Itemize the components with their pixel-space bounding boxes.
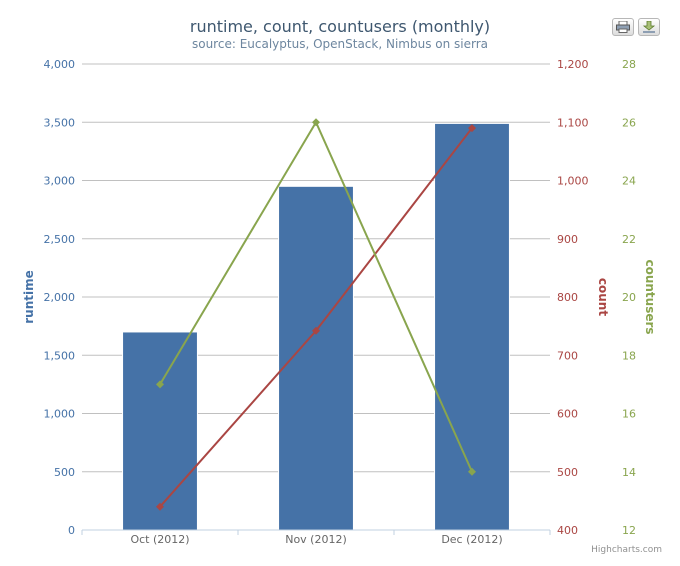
data-point xyxy=(312,326,320,335)
credits-text[interactable]: Highcharts.com xyxy=(591,545,662,555)
y-axis-countusers-tick-label: 18 xyxy=(622,349,636,362)
y-axis-count-tick-label: 800 xyxy=(557,291,578,304)
y-axis-count-tick-label: 500 xyxy=(557,466,578,479)
y-axis-right-title-count: count xyxy=(596,278,610,316)
y-axis-count-tick-label: 600 xyxy=(557,408,578,421)
y-axis-left-tick-label: 1,500 xyxy=(44,349,76,362)
data-point xyxy=(312,118,320,127)
bar xyxy=(278,185,354,531)
y-axis-left-tick-label: 2,500 xyxy=(44,233,76,246)
y-axis-countusers-tick-label: 26 xyxy=(622,116,636,129)
y-axis-left-tick-label: 4,000 xyxy=(44,58,76,71)
print-button[interactable] xyxy=(612,18,634,36)
x-axis-tick-label: Oct (2012) xyxy=(130,533,189,546)
export-button[interactable] xyxy=(638,18,660,36)
data-point xyxy=(468,467,476,476)
y-axis-left-tick-label: 0 xyxy=(68,524,75,537)
y-axis-count-tick-label: 400 xyxy=(557,524,578,537)
y-axis-countusers-tick-label: 20 xyxy=(622,291,636,304)
chart-subtitle: source: Eucalyptus, OpenStack, Nimbus on… xyxy=(192,37,488,51)
y-axis-countusers-tick-label: 12 xyxy=(622,524,636,537)
data-point xyxy=(156,502,164,511)
x-axis-tick-label: Dec (2012) xyxy=(441,533,502,546)
data-point xyxy=(468,124,476,133)
y-axis-count-tick-label: 1,200 xyxy=(557,58,589,71)
bar xyxy=(434,122,510,531)
y-axis-left-tick-label: 1,000 xyxy=(44,408,76,421)
y-axis-left-tick-label: 2,000 xyxy=(44,291,76,304)
y-axis-count-tick-label: 1,000 xyxy=(557,175,589,188)
y-axis-right-title-countusers: countusers xyxy=(643,259,657,334)
x-axis-tick-label: Nov (2012) xyxy=(285,533,347,546)
y-axis-count-tick-label: 700 xyxy=(557,349,578,362)
y-axis-count-tick-label: 1,100 xyxy=(557,116,589,129)
download-icon xyxy=(642,21,656,33)
data-point xyxy=(156,380,164,389)
axes: 0 500 1,000 1,500 2,000 2,500 3,000 3,500 4,000 4… xyxy=(44,58,637,546)
y-axis-left-tick-label: 3,000 xyxy=(44,175,76,188)
y-axis-count-tick-label: 900 xyxy=(557,233,578,246)
y-axis-countusers-tick-label: 16 xyxy=(622,408,636,421)
bar-series xyxy=(122,122,510,531)
y-axis-countusers-tick-label: 24 xyxy=(622,175,636,188)
bar xyxy=(122,331,198,531)
printer-icon xyxy=(616,21,630,33)
line-series xyxy=(156,118,476,511)
y-axis-countusers-tick-label: 22 xyxy=(622,233,636,246)
y-axis-left-title: runtime xyxy=(22,270,36,324)
y-axis-left-tick-label: 500 xyxy=(54,466,75,479)
y-axis-countusers-tick-label: 14 xyxy=(622,466,636,479)
y-axis-left-tick-label: 3,500 xyxy=(44,116,76,129)
chart-title: runtime, count, countusers (monthly) xyxy=(190,17,490,36)
y-axis-countusers-tick-label: 28 xyxy=(622,58,636,71)
